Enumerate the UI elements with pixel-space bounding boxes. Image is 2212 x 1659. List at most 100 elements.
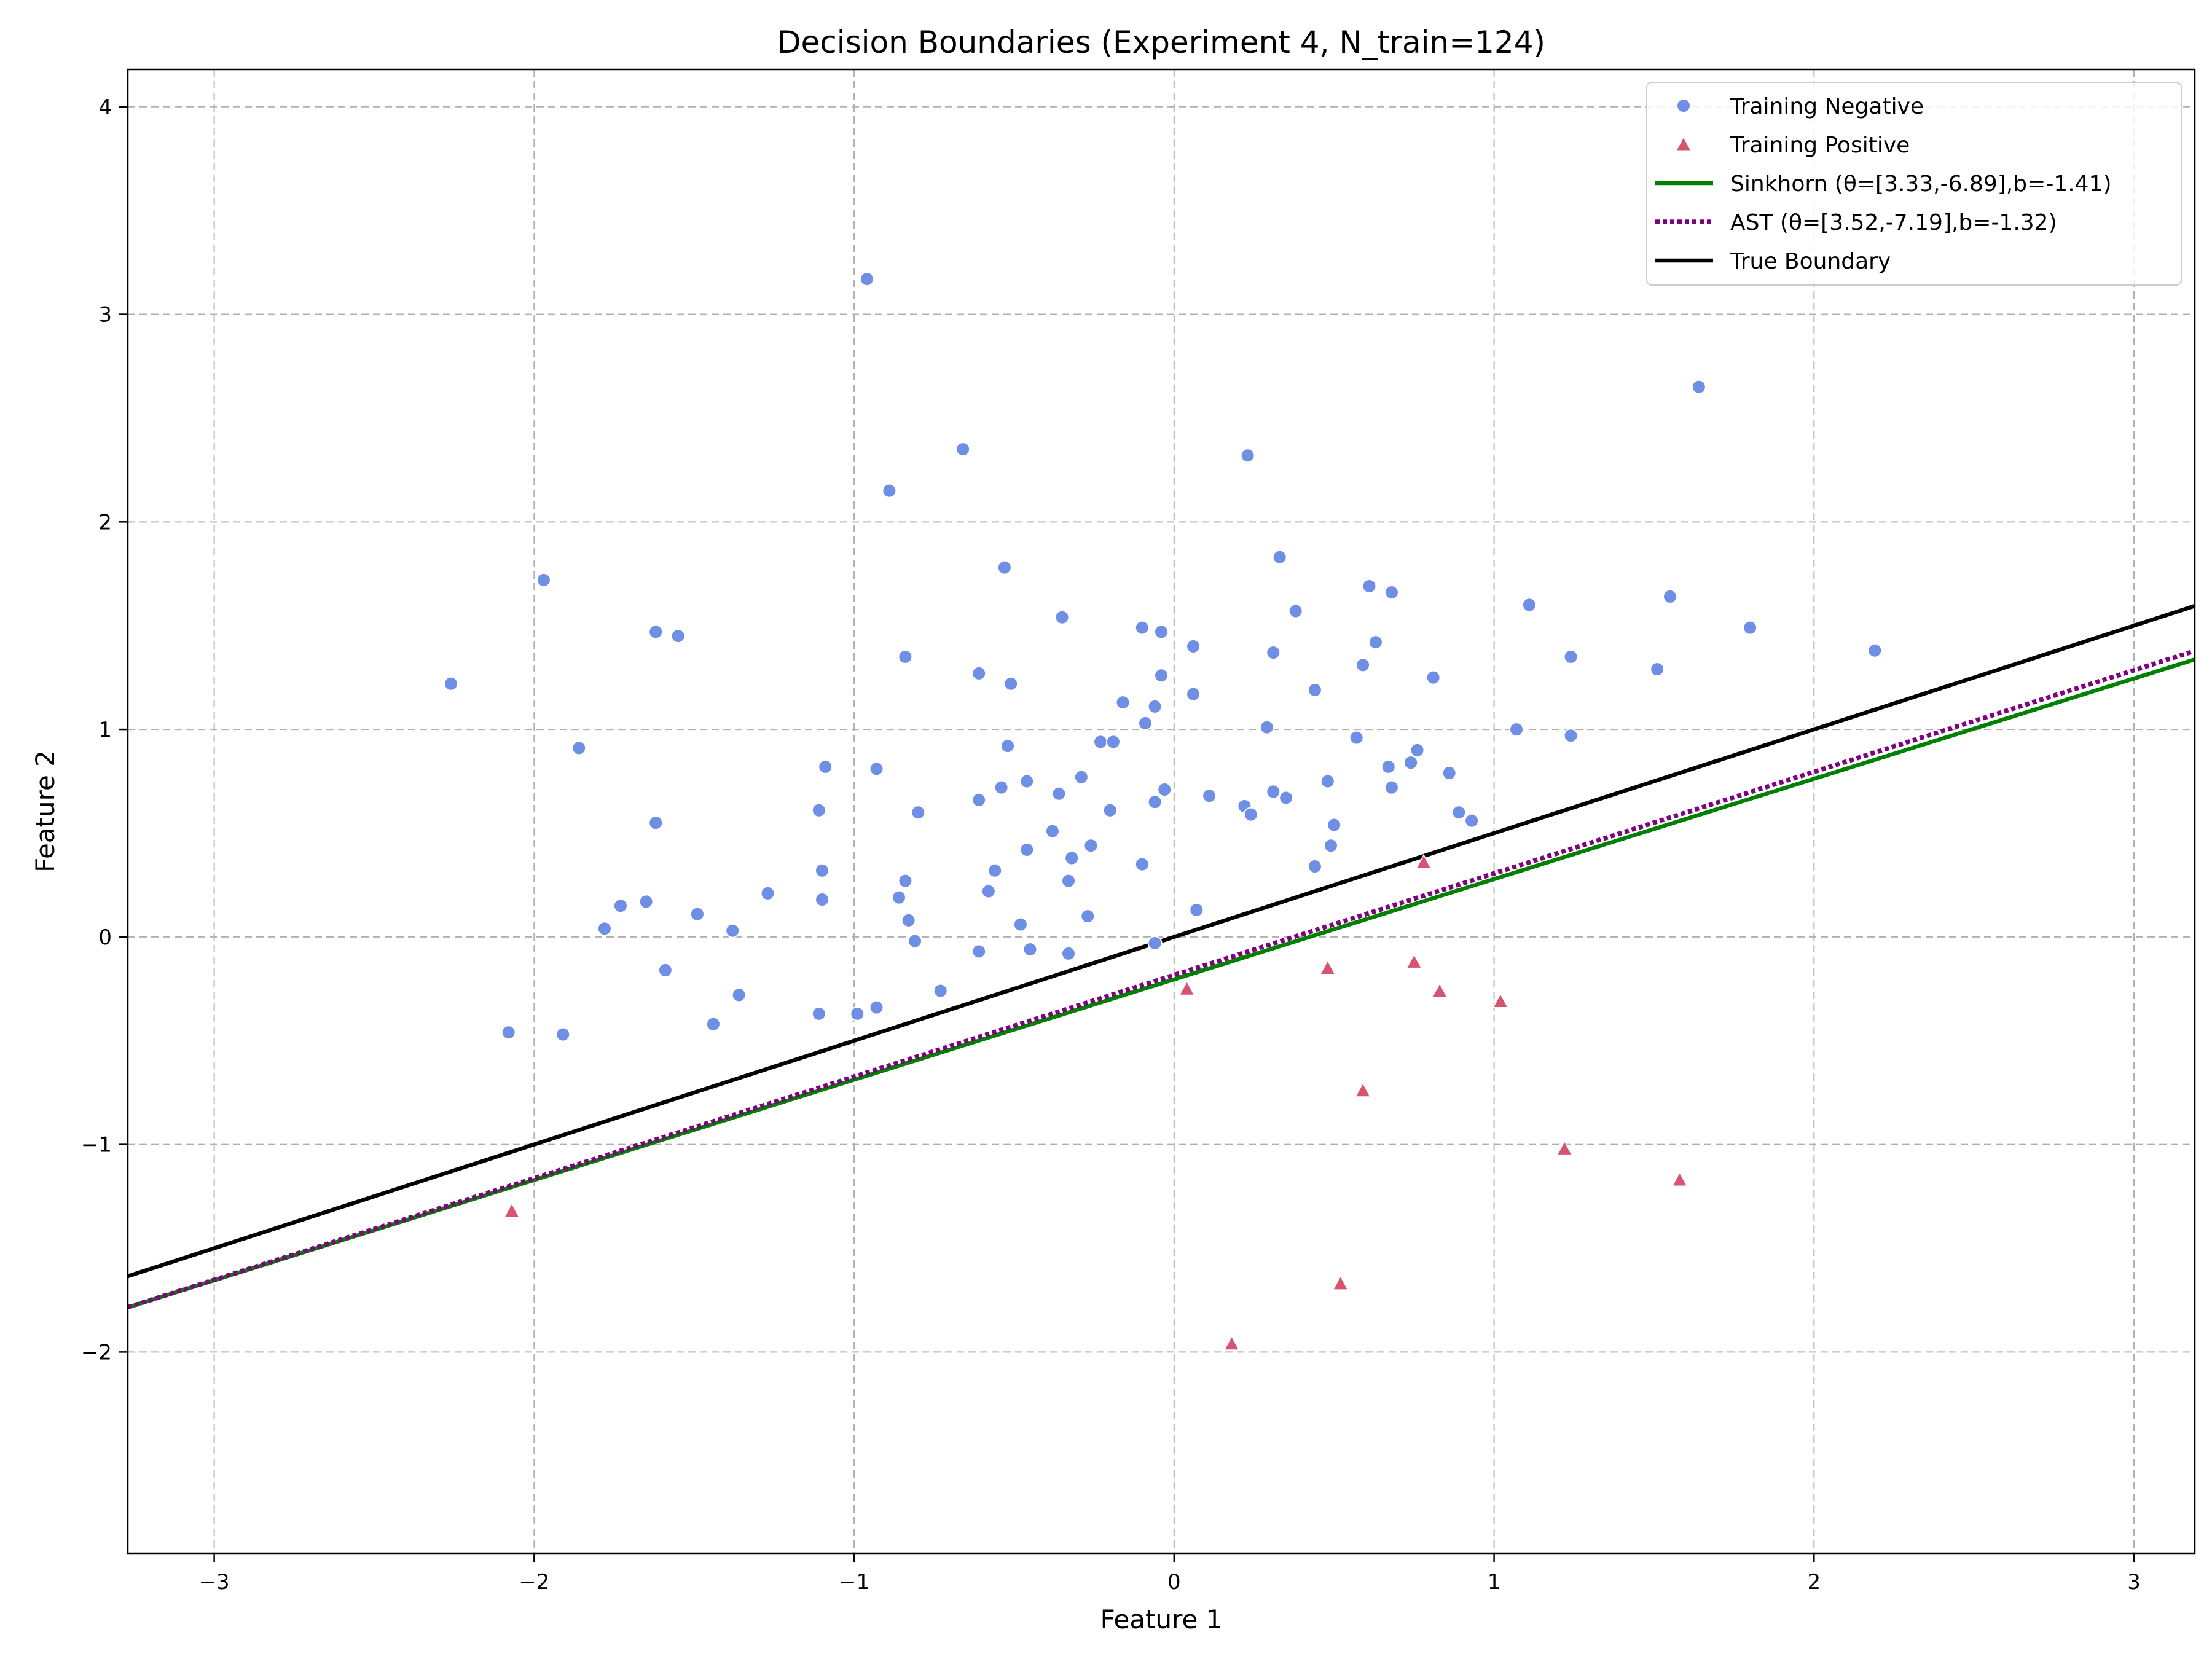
negative-point: [1355, 657, 1371, 673]
x-axis-label: Feature 1: [1100, 1604, 1223, 1634]
negative-point: [997, 560, 1012, 575]
x-tick-label: −3: [199, 1570, 230, 1594]
legend-entry-label: True Boundary: [1730, 249, 1891, 274]
negative-point: [1320, 774, 1335, 789]
negative-point: [536, 572, 551, 587]
boundary-line: [128, 657, 2195, 1309]
y-axis-label: Feature 2: [30, 750, 60, 873]
positive-point: [1556, 1140, 1573, 1156]
negative-point: [1327, 817, 1342, 833]
negative-point: [1157, 782, 1172, 798]
negative-point: [869, 1000, 884, 1015]
negative-point: [1061, 946, 1076, 961]
negative-point: [731, 987, 747, 1003]
legend-box: [1646, 82, 2182, 286]
negative-point: [648, 624, 664, 640]
negative-point: [1000, 739, 1016, 754]
negative-point: [1266, 645, 1281, 661]
negative-point: [1054, 610, 1070, 625]
negative-point: [1266, 784, 1281, 799]
positive-point: [1179, 980, 1195, 996]
negative-point: [1061, 873, 1076, 888]
negative-point: [1259, 720, 1274, 735]
negative-point: [555, 1027, 571, 1042]
negative-point: [1019, 842, 1035, 857]
negative-point: [971, 944, 987, 959]
negative-point: [1115, 695, 1131, 710]
negative-point: [1464, 813, 1480, 828]
positive-point: [1431, 982, 1448, 998]
axis-ticks: −3 −2 −1 0 1 2 3 −2 −1 0 1 2 3 4: [81, 95, 2141, 1594]
negative-point: [1022, 942, 1038, 957]
negative-point: [955, 442, 971, 457]
negative-point: [443, 676, 458, 691]
y-tick-label: −1: [81, 1133, 112, 1158]
negative-point: [1521, 597, 1537, 613]
negative-point: [1307, 682, 1322, 697]
plot-frame: [127, 68, 2196, 1555]
negative-point: [811, 1006, 826, 1021]
negative-point: [818, 759, 833, 774]
negative-point: [1381, 759, 1396, 774]
negative-point: [1137, 715, 1153, 731]
negative-point: [1563, 649, 1579, 664]
negative-point: [901, 912, 916, 928]
chart-title: Decision Boundaries (Experiment 4, N_tra…: [777, 25, 1545, 60]
negative-point: [882, 483, 897, 498]
negative-point: [657, 962, 673, 978]
negative-point: [815, 863, 830, 878]
negative-point: [613, 898, 628, 914]
negative-point: [1051, 786, 1067, 801]
positive-point: [1492, 992, 1509, 1008]
negative-point: [638, 894, 654, 909]
negative-point: [1441, 766, 1457, 781]
negative-point: [1105, 734, 1121, 750]
negative-point: [648, 815, 664, 831]
negative-point: [1013, 917, 1028, 932]
x-tick-label: −1: [839, 1570, 869, 1594]
x-tick-label: 0: [1167, 1570, 1181, 1594]
negative-point: [1307, 859, 1322, 874]
negative-point: [1349, 730, 1364, 745]
negative-point: [1064, 850, 1080, 866]
y-tick-label: −2: [81, 1340, 112, 1365]
negative-point: [1186, 638, 1201, 654]
y-tick-label: 2: [98, 510, 112, 535]
negative-point: [1147, 794, 1163, 810]
negative-point: [1080, 909, 1096, 924]
negative-point: [1279, 790, 1294, 806]
negative-point: [571, 740, 587, 756]
negative-point: [1426, 670, 1441, 685]
negative-point: [1243, 807, 1258, 822]
negative-point: [1384, 780, 1399, 795]
negative-point: [1154, 668, 1169, 683]
negative-point: [987, 863, 1003, 878]
x-tick-label: −2: [519, 1570, 549, 1594]
negative-point: [1368, 635, 1383, 650]
negative-point: [1189, 902, 1204, 917]
scatter-points: [443, 272, 1883, 1351]
negative-point: [971, 665, 987, 681]
negative-point: [859, 272, 874, 287]
negative-point: [971, 792, 987, 807]
x-tick-label: 2: [1807, 1570, 1821, 1594]
negative-point: [933, 983, 948, 998]
negative-point: [981, 884, 996, 899]
negative-point: [811, 802, 826, 818]
legend-marker-positive: [1675, 136, 1692, 151]
negative-point: [1288, 603, 1303, 619]
positive-point: [503, 1202, 520, 1218]
x-tick-label: 3: [2127, 1570, 2141, 1594]
legend-entry-label: Sinkhorn (θ=[3.33,-6.89],b=-1.41): [1730, 171, 2112, 197]
legend: Training Negative Training Positive Sinkho…: [1646, 82, 2182, 286]
negative-point: [891, 890, 906, 905]
negative-point: [1410, 742, 1425, 758]
legend-marker-negative: [1676, 98, 1691, 113]
positive-point: [1223, 1335, 1240, 1351]
negative-point: [850, 1006, 865, 1021]
negative-point: [1003, 676, 1019, 691]
negative-point: [815, 892, 830, 908]
negative-point: [911, 805, 926, 820]
negative-point: [1691, 379, 1706, 394]
